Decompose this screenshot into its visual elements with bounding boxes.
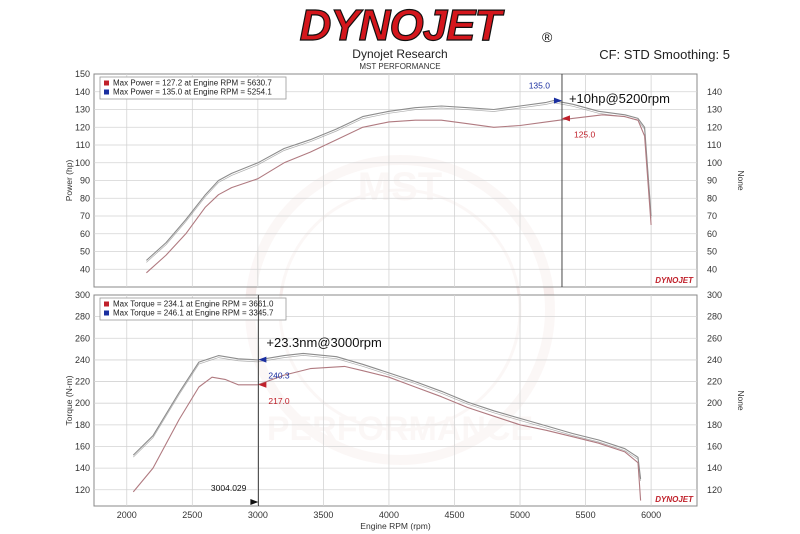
power-legend-swatch-blue — [104, 89, 109, 95]
torque-ytick-right-label: 200 — [707, 398, 722, 408]
power-ytick-right-label: 50 — [707, 247, 717, 257]
x-tick-label: 4500 — [444, 510, 464, 520]
power-ytick-right-label: 110 — [707, 140, 721, 150]
torque-ytick-right-label: 280 — [707, 312, 722, 322]
power-ytick-right-label: 90 — [707, 176, 717, 186]
torque-ytick-label: 300 — [75, 290, 90, 300]
power-series-1-line — [146, 100, 652, 261]
power-ytick-label: 60 — [80, 229, 90, 239]
power-legend: Max Power = 127.2 at Engine RPM = 5630.7… — [99, 76, 287, 100]
torque-gain-annotation: +23.3nm@3000rpm — [266, 335, 381, 350]
power-gain-annotation: +10hp@5200rpm — [569, 91, 670, 106]
correction-factor-label: CF: STD Smoothing: 5 — [599, 47, 730, 62]
torque-cursor-marker — [250, 499, 259, 505]
power-ytick-label: 150 — [75, 69, 90, 79]
power-ytick-label: 130 — [75, 105, 90, 115]
torque-peak-label-blue: 240.3 — [268, 371, 290, 381]
torque-plot-frame — [93, 294, 698, 507]
power-ytick-label: 100 — [75, 158, 90, 168]
torque-ytick-label: 280 — [75, 312, 90, 322]
torque-ytick-right-label: 220 — [707, 377, 722, 387]
torque-legend-swatch-red — [104, 301, 109, 307]
torque-peak-label-red: 217.0 — [268, 396, 290, 406]
x-tick-label: 4000 — [379, 510, 399, 520]
x-tick-label: 6000 — [641, 510, 661, 520]
torque-ytick-right-label: 300 — [707, 290, 722, 300]
dynojet-logo: DYNOJET ® — [299, 0, 553, 46]
power-series-2-line — [146, 114, 652, 274]
torque-ytick-label: 160 — [75, 441, 90, 451]
power-ytick-right-label: 140 — [707, 87, 722, 97]
x-axis-label: Engine RPM (rpm) — [360, 521, 431, 531]
power-legend-box — [99, 76, 287, 100]
power-ytick-right-label: 40 — [707, 264, 717, 274]
x-tick-label: 2000 — [117, 510, 137, 520]
torque-series-2-line — [132, 365, 642, 501]
power-peak-label-blue: 135.0 — [529, 81, 551, 91]
brand-wordmark: DYNOJET — [300, 1, 505, 46]
x-tick-label: 3500 — [313, 510, 333, 520]
torque-legend-entry-1: Max Torque = 234.1 at Engine RPM = 3661.… — [113, 300, 274, 309]
report-title: Dynojet Research — [352, 47, 448, 61]
x-tick-label: 2500 — [182, 510, 202, 520]
report-subtitle: MST PERFORMANCE — [359, 62, 441, 71]
torque-cursor-readout: 3004.029 — [211, 483, 247, 493]
x-tick-label: 5500 — [576, 510, 596, 520]
torque-ytick-right-label: 260 — [707, 333, 722, 343]
power-ytick-label: 70 — [80, 211, 90, 221]
power-ytick-right-label: 130 — [707, 105, 722, 115]
torque-ytick-label: 180 — [75, 420, 90, 430]
torque-mini-logo: DYNOJET — [655, 495, 694, 504]
torque-series-1-line — [132, 352, 642, 479]
torque-ytick-label: 260 — [75, 333, 90, 343]
power-ytick-right-label: 80 — [707, 193, 717, 203]
power-ytick-right-label: 120 — [707, 122, 722, 132]
torque-ytick-label: 120 — [75, 485, 90, 495]
torque-ytick-right-label: 180 — [707, 420, 722, 430]
power-peak-label-red: 125.0 — [574, 129, 596, 139]
torque-legend-box — [99, 297, 287, 321]
torque-legend-entry-2: Max Torque = 246.1 at Engine RPM = 3345.… — [113, 309, 274, 318]
power-legend-swatch-red — [104, 80, 109, 86]
registered-mark: ® — [542, 29, 553, 45]
torque-series-1-shadow-line — [133, 355, 641, 481]
power-ylabel-right: None — [736, 170, 746, 191]
torque-marker-blue — [258, 356, 267, 363]
torque-legend: Max Torque = 234.1 at Engine RPM = 3661.… — [99, 297, 287, 321]
torque-ytick-label: 240 — [75, 355, 90, 365]
torque-ytick-label: 220 — [75, 377, 90, 387]
power-ytick-label: 110 — [76, 140, 90, 150]
torque-ytick-label: 140 — [75, 463, 90, 473]
power-panel: 40 50 60 70 80 90 100 110 120 130 140 150 40 50 60 70 80… — [64, 69, 746, 288]
power-ytick-label: 140 — [75, 87, 90, 97]
power-legend-entry-2: Max Power = 135.0 at Engine RPM = 5254.1 — [113, 88, 272, 97]
torque-ylabel: Torque (N-m) — [64, 375, 74, 425]
torque-ytick-label: 200 — [75, 398, 90, 408]
power-ytick-label: 80 — [80, 193, 90, 203]
power-ytick-right-label: 100 — [707, 158, 722, 168]
power-ytick-label: 120 — [75, 122, 90, 132]
power-marker-blue — [553, 97, 562, 104]
power-series-1-shadow-line — [146, 102, 652, 263]
power-marker-red — [561, 115, 570, 122]
power-ytick-right-label: 70 — [707, 211, 717, 221]
power-ytick-label: 50 — [80, 247, 90, 257]
x-tick-label: 3000 — [248, 510, 268, 520]
power-ytick-label: 90 — [80, 176, 90, 186]
torque-panel: 120 140 160 180 200 220 240 260 280 300 120 140 160 1… — [64, 290, 746, 507]
torque-ytick-right-label: 240 — [707, 355, 722, 365]
x-tick-label: 5000 — [510, 510, 530, 520]
torque-legend-swatch-blue — [104, 310, 109, 316]
power-ytick-label: 40 — [80, 264, 90, 274]
power-legend-entry-1: Max Power = 127.2 at Engine RPM = 5630.7 — [113, 79, 272, 88]
torque-ytick-right-label: 140 — [707, 463, 722, 473]
torque-ytick-right-label: 120 — [707, 485, 722, 495]
torque-marker-red — [258, 381, 267, 388]
power-ytick-right-label: 60 — [707, 229, 717, 239]
power-mini-logo: DYNOJET — [655, 276, 694, 285]
torque-ytick-right-label: 160 — [707, 441, 722, 451]
torque-ylabel-right: None — [736, 390, 746, 411]
power-ylabel: Power (hp) — [64, 160, 74, 202]
